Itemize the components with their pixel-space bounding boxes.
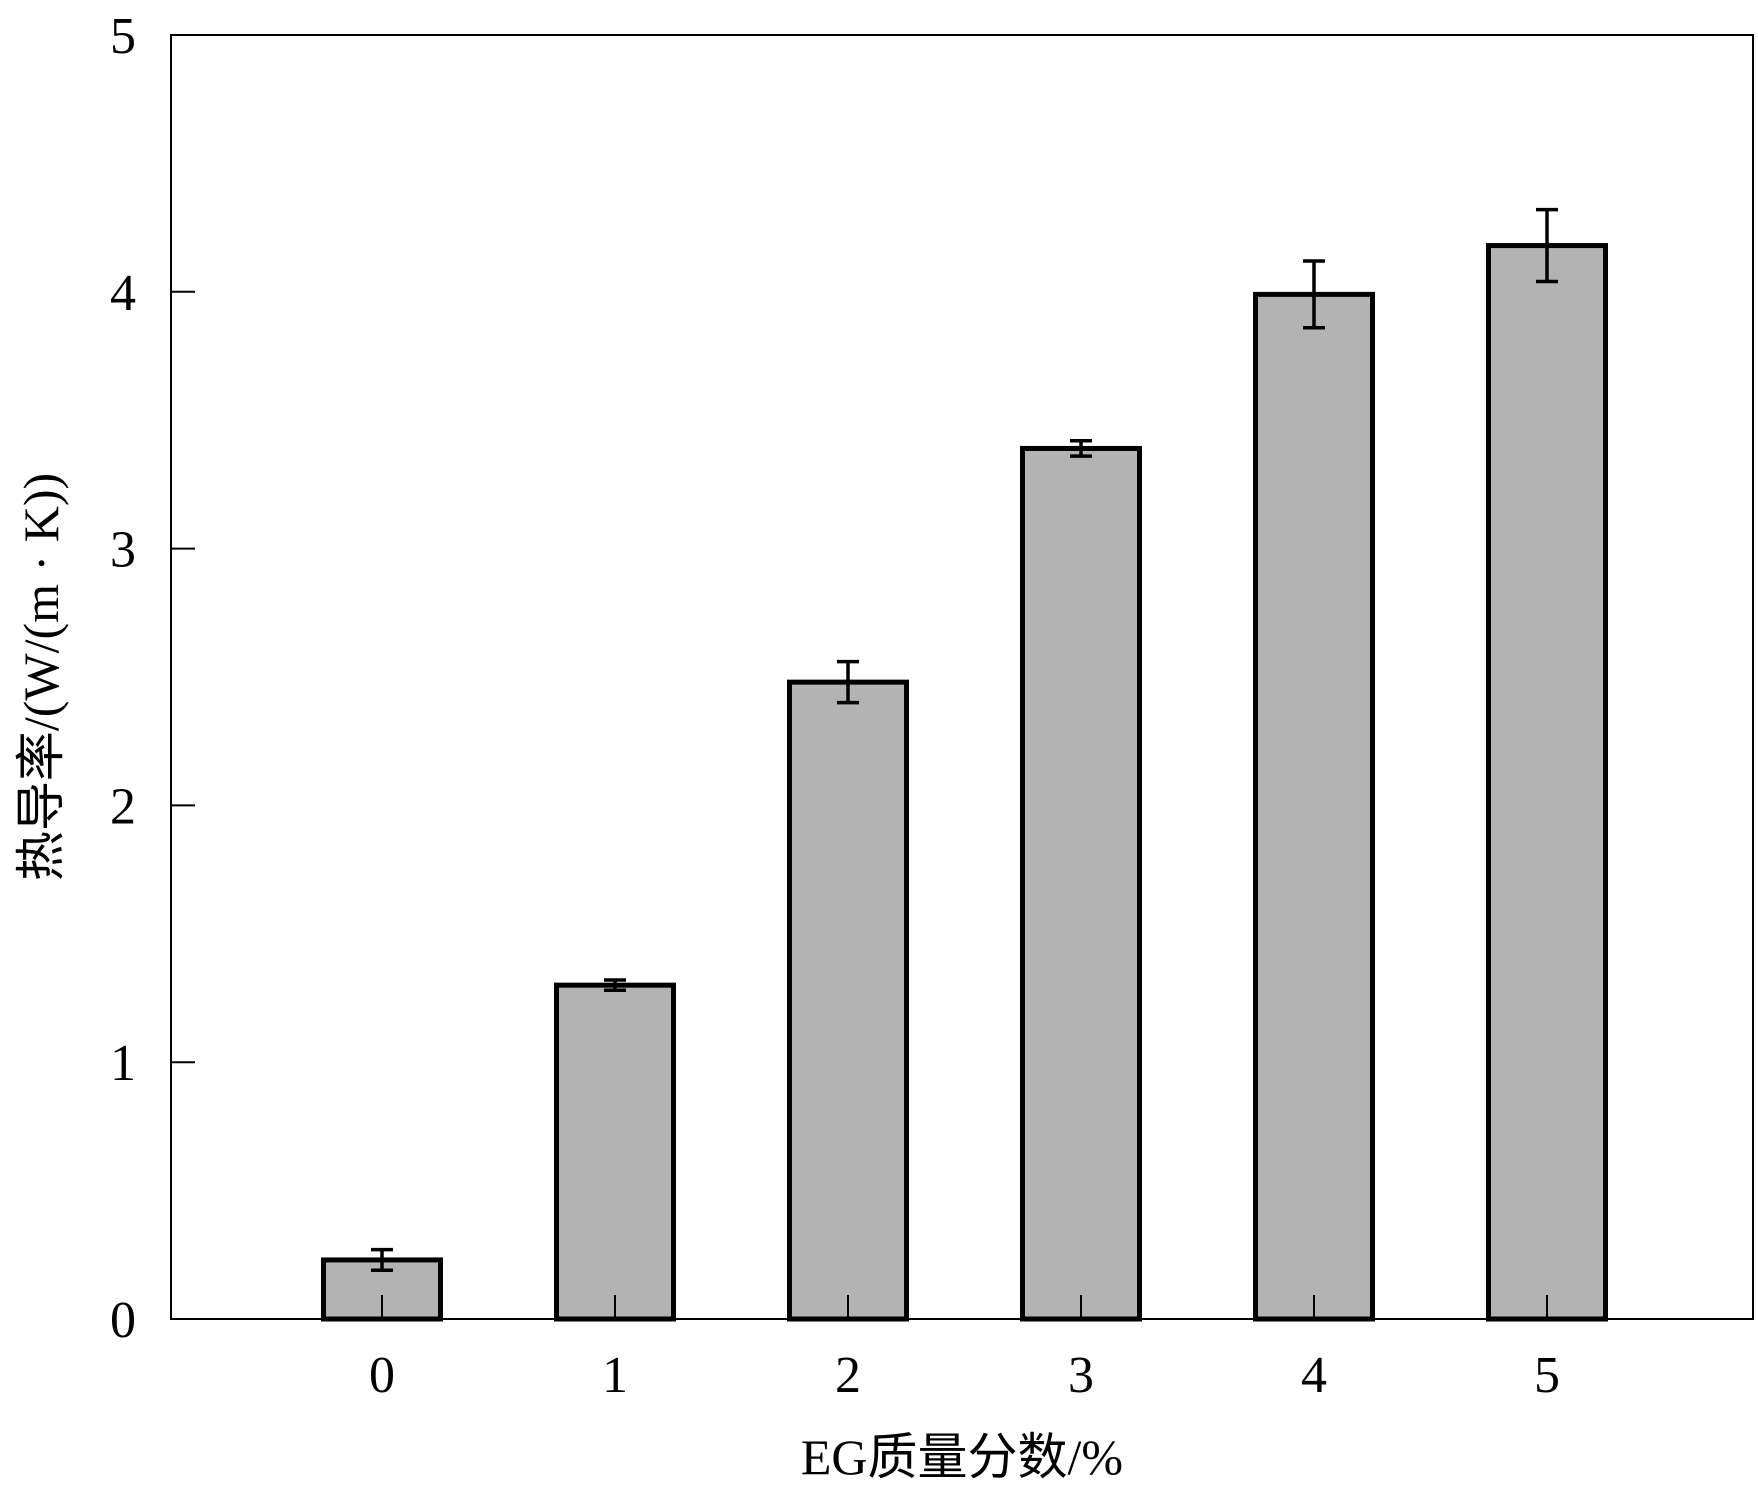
y-tick-label-3: 3: [110, 522, 136, 579]
y-axis-ticks: 0 1 2 3 4 5: [110, 8, 195, 1349]
bar-2: [787, 679, 909, 1322]
plot-area-frame: [170, 34, 1754, 1320]
bars-layer: [321, 243, 1608, 1322]
bar-5: [1486, 243, 1608, 1322]
y-tick-label-2: 2: [110, 778, 136, 835]
y-tick-label-1: 1: [110, 1035, 136, 1092]
y-tick-label-4: 4: [110, 265, 136, 322]
bar-4: [1253, 291, 1375, 1322]
y-tick-label-5: 5: [110, 8, 136, 65]
y-axis-title: 热导率/(W/(m · K)): [13, 473, 69, 881]
x-tick-label-3: 3: [1068, 1347, 1094, 1404]
error-bars-layer: [371, 207, 1558, 1272]
x-tick-label-0: 0: [369, 1347, 395, 1404]
x-tick-label-5: 5: [1534, 1347, 1560, 1404]
x-tick-label-2: 2: [835, 1347, 861, 1404]
y-tick-label-0: 0: [110, 1292, 136, 1349]
bar-3: [1020, 445, 1142, 1322]
bar-1: [554, 982, 676, 1322]
x-axis-ticks: 0 1 2 3 4 5: [369, 1295, 1560, 1404]
x-axis-title: EG质量分数/%: [801, 1429, 1123, 1485]
x-tick-label-4: 4: [1301, 1347, 1327, 1404]
x-tick-label-1: 1: [602, 1347, 628, 1404]
